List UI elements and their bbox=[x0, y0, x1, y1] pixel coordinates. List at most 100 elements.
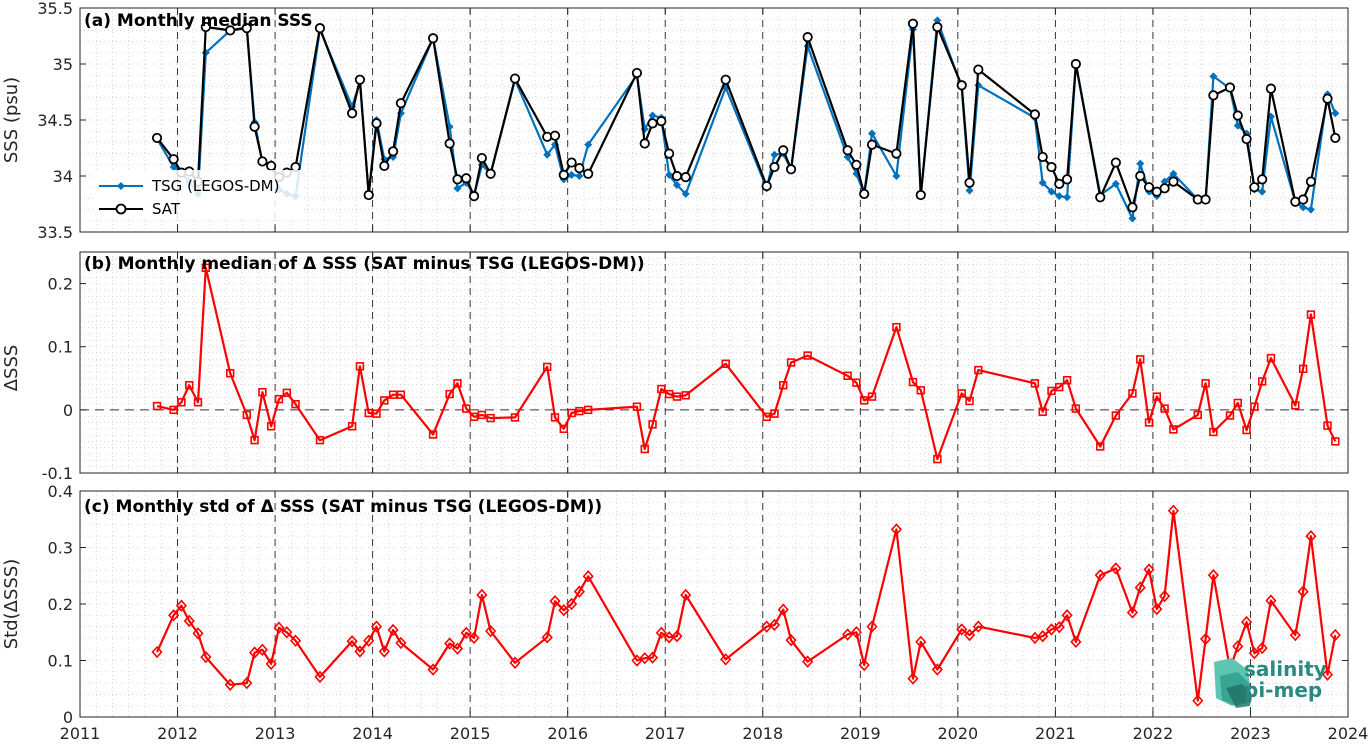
data-point-a-1 bbox=[851, 159, 862, 170]
panel-c-plot bbox=[151, 504, 1341, 707]
data-point-c-0 bbox=[1070, 635, 1082, 649]
data-point-a-1 bbox=[151, 132, 163, 144]
data-point-b-0 bbox=[258, 387, 267, 397]
data-point-b-0 bbox=[583, 405, 593, 415]
data-point-b-0 bbox=[892, 322, 901, 332]
data-point-a-0 bbox=[770, 150, 779, 159]
data-point-b-0 bbox=[1055, 382, 1064, 392]
data-point-b-0 bbox=[1160, 404, 1169, 413]
series-line-b-0 bbox=[156, 266, 1337, 461]
panel-dsss-median: -0.1 0 0.1 0.2 (b) Monthly median of Δ SSS … bbox=[1, 251, 1349, 483]
y-tick-label: 0.2 bbox=[48, 275, 73, 294]
data-point-b-0 bbox=[462, 404, 471, 413]
data-point-a-0 bbox=[1299, 203, 1308, 212]
panel-b-plot bbox=[80, 263, 1348, 464]
data-point-c-0 bbox=[802, 655, 814, 668]
data-point-b-0 bbox=[1291, 401, 1300, 410]
data-point-c-0 bbox=[256, 643, 268, 656]
data-point-a-1 bbox=[1135, 170, 1146, 182]
data-point-b-0 bbox=[291, 399, 300, 409]
data-point-b-0 bbox=[1323, 421, 1332, 430]
data-point-b-0 bbox=[1209, 427, 1218, 437]
x-tick-label: 2020 bbox=[937, 724, 978, 743]
logo-line1: salinity bbox=[1244, 657, 1327, 681]
data-point-a-1 bbox=[1232, 110, 1243, 121]
data-point-a-1 bbox=[973, 64, 984, 75]
data-point-c-0 bbox=[1329, 628, 1341, 642]
y-tick-label: 0 bbox=[63, 708, 73, 727]
data-point-b-0 bbox=[242, 410, 251, 420]
x-tick-label: 2014 bbox=[352, 724, 393, 743]
data-point-c-0 bbox=[858, 658, 870, 672]
data-point-c-0 bbox=[680, 588, 692, 602]
panel-c-yticks: 0 0.1 0.2 0.3 0.4 bbox=[48, 482, 1349, 727]
data-point-a-0 bbox=[965, 186, 974, 195]
data-point-b-0 bbox=[933, 454, 942, 464]
data-point-a-0 bbox=[1258, 187, 1267, 196]
data-point-a-0 bbox=[1063, 193, 1072, 202]
data-point-a-0 bbox=[169, 163, 178, 172]
y-tick-label: 0.1 bbox=[48, 338, 73, 357]
data-point-b-0 bbox=[510, 413, 520, 422]
data-point-b-0 bbox=[1136, 355, 1145, 364]
data-point-b-0 bbox=[640, 444, 649, 454]
data-point-a-1 bbox=[631, 67, 643, 79]
data-point-c-0 bbox=[241, 676, 253, 690]
data-point-a-1 bbox=[200, 21, 211, 33]
data-point-c-0 bbox=[289, 634, 302, 647]
data-point-a-1 bbox=[452, 174, 463, 185]
data-point-b-0 bbox=[486, 413, 495, 423]
data-point-a-1 bbox=[1200, 194, 1211, 205]
data-point-c-0 bbox=[549, 594, 561, 608]
data-point-a-1 bbox=[1070, 58, 1081, 70]
data-point-c-0 bbox=[850, 626, 862, 639]
panel-dsss-std: 00.10.20.30.4 2011 2012 2013 2014 2015 2016 20… bbox=[1, 482, 1368, 743]
data-point-b-0 bbox=[453, 379, 462, 388]
data-point-b-0 bbox=[1111, 411, 1121, 420]
data-point-b-0 bbox=[282, 388, 291, 398]
data-point-a-1 bbox=[1110, 157, 1121, 168]
data-point-a-1 bbox=[1257, 174, 1268, 185]
data-point-c-0 bbox=[451, 642, 464, 655]
data-point-c-0 bbox=[249, 646, 261, 659]
data-point-a-1 bbox=[1046, 161, 1057, 173]
data-point-c-0 bbox=[1053, 620, 1065, 634]
y-tick-label: -0.1 bbox=[42, 464, 73, 483]
data-point-c-0 bbox=[720, 653, 732, 666]
data-point-b-0 bbox=[632, 402, 642, 411]
x-tick-label: 2024 bbox=[1328, 724, 1368, 743]
data-point-a-0 bbox=[672, 180, 681, 189]
panel-a-title: (a) Monthly median SSS bbox=[84, 11, 313, 31]
data-point-b-0 bbox=[388, 390, 398, 399]
data-point-b-0 bbox=[445, 389, 454, 399]
panel-a-plot bbox=[151, 16, 1341, 223]
panel-c-ylabel: Std(ΔSSS) bbox=[1, 559, 22, 650]
data-point-a-1 bbox=[371, 118, 382, 129]
data-point-b-0 bbox=[469, 412, 479, 422]
data-point-c-0 bbox=[151, 645, 163, 659]
data-point-a-1 bbox=[241, 23, 252, 34]
data-point-b-0 bbox=[266, 422, 276, 431]
data-point-a-0 bbox=[1055, 192, 1064, 201]
data-point-b-0 bbox=[1193, 410, 1202, 420]
data-point-a-1 bbox=[509, 73, 521, 84]
data-point-c-0 bbox=[1265, 594, 1277, 607]
data-point-b-0 bbox=[1144, 418, 1154, 427]
data-point-a-1 bbox=[476, 152, 487, 164]
data-point-c-0 bbox=[963, 628, 976, 642]
data-point-a-1 bbox=[1322, 93, 1333, 104]
data-point-b-0 bbox=[372, 409, 381, 418]
legend-tsg-label: TSG (LEGOS-DM) bbox=[151, 177, 279, 195]
data-point-a-1 bbox=[290, 161, 301, 173]
data-point-c-0 bbox=[768, 618, 781, 632]
data-point-b-0 bbox=[1331, 437, 1340, 446]
data-point-c-0 bbox=[655, 626, 667, 640]
data-point-c-0 bbox=[1134, 581, 1146, 594]
data-point-b-0 bbox=[657, 384, 666, 394]
data-point-b-0 bbox=[867, 392, 877, 401]
data-point-c-0 bbox=[956, 623, 968, 636]
data-point-b-0 bbox=[786, 358, 796, 367]
data-point-a-0 bbox=[665, 170, 674, 179]
data-point-c-0 bbox=[646, 651, 659, 664]
